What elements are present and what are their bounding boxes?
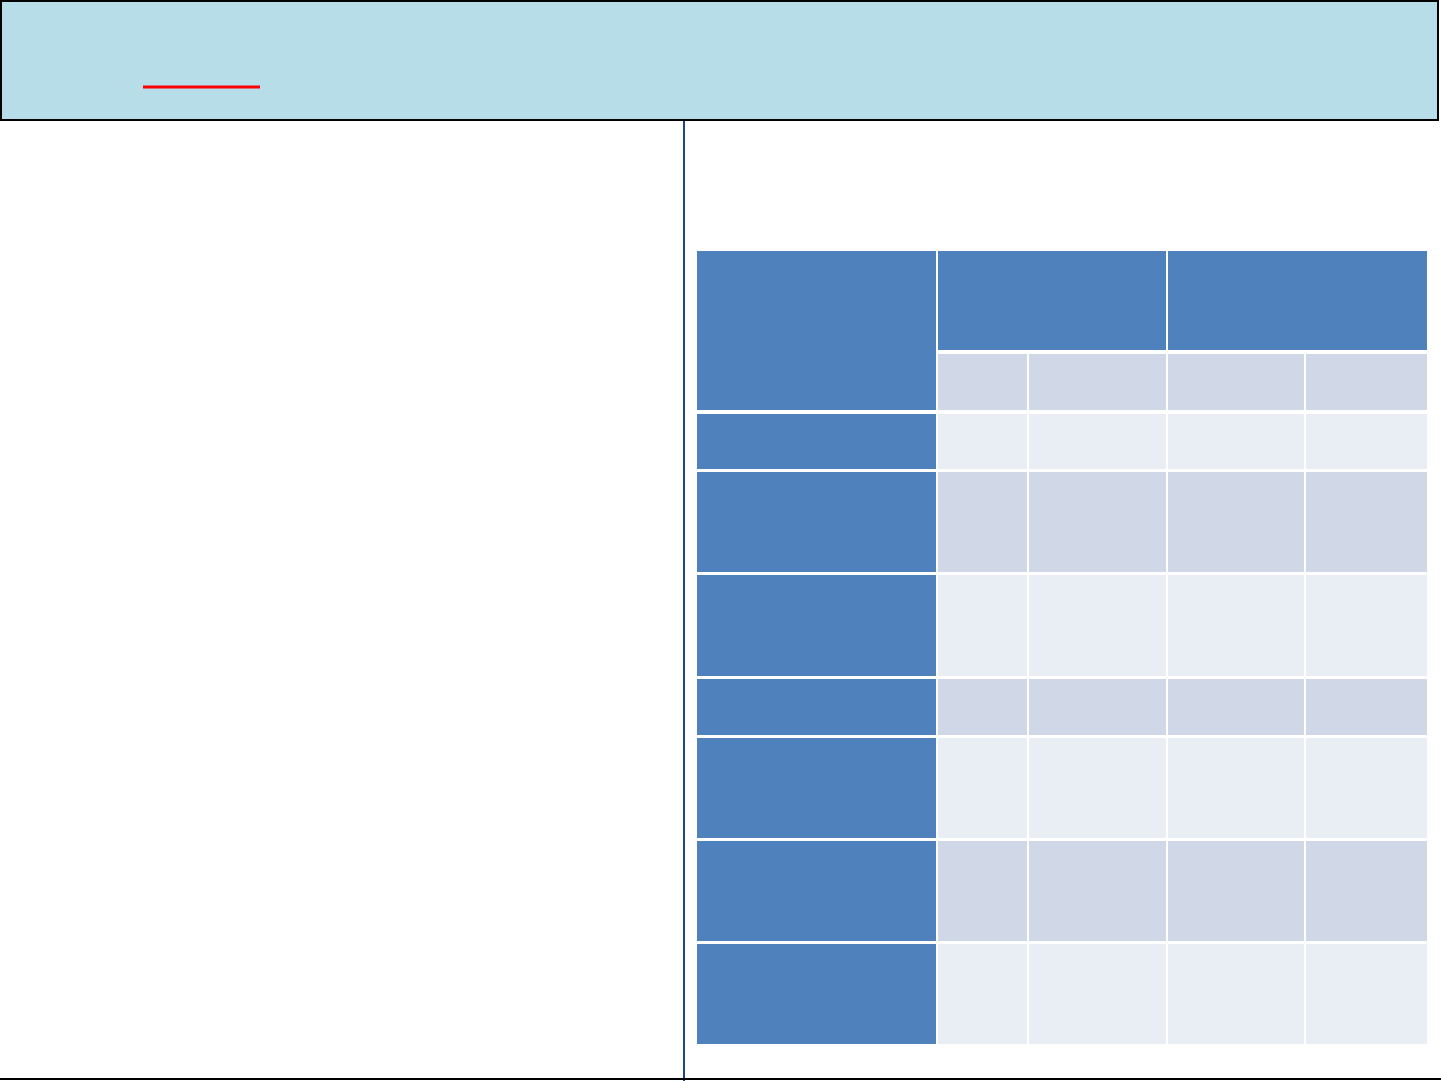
subheader-cell [1168, 354, 1304, 410]
table [697, 251, 1427, 1044]
table-cell [1306, 944, 1427, 1044]
table-cell [1306, 414, 1427, 469]
subheader-cell [1029, 354, 1166, 410]
table-cell [938, 414, 1027, 469]
table-cell [1029, 472, 1166, 572]
subheader-cell [938, 354, 1027, 410]
table-cell [1029, 575, 1166, 676]
table-cell [938, 679, 1027, 735]
row-header-cell [697, 679, 936, 735]
row-header-cell [697, 738, 936, 838]
header-cell [1168, 251, 1427, 350]
table-cell [1168, 841, 1304, 941]
table-cell [1029, 738, 1166, 838]
header-bar [0, 0, 1439, 121]
table-cell [1306, 679, 1427, 735]
table-cell [938, 738, 1027, 838]
row-header-cell [697, 944, 936, 1044]
row-header-cell [697, 472, 936, 572]
table-cell [1306, 841, 1427, 941]
table-cell [1029, 841, 1166, 941]
table-cell [1029, 944, 1166, 1044]
table-cell [1306, 575, 1427, 676]
table-cell [1029, 414, 1166, 469]
row-header-cell [697, 575, 936, 676]
table-cell [1168, 414, 1304, 469]
table-cell [1168, 575, 1304, 676]
row-header-cell [697, 841, 936, 941]
header-cell [938, 251, 1166, 350]
subheader-cell [1306, 354, 1427, 410]
table-cell [1306, 472, 1427, 572]
table-cell [938, 944, 1027, 1044]
row-header-cell [697, 414, 936, 469]
table-cell [938, 472, 1027, 572]
table-cell [1168, 738, 1304, 838]
header-cell [697, 251, 936, 410]
table-cell [938, 575, 1027, 676]
table-cell [1168, 472, 1304, 572]
table-cell [1168, 944, 1304, 1044]
table-cell [1168, 679, 1304, 735]
table-cell [1306, 738, 1427, 838]
table-cell [1029, 679, 1166, 735]
table-cell [938, 841, 1027, 941]
